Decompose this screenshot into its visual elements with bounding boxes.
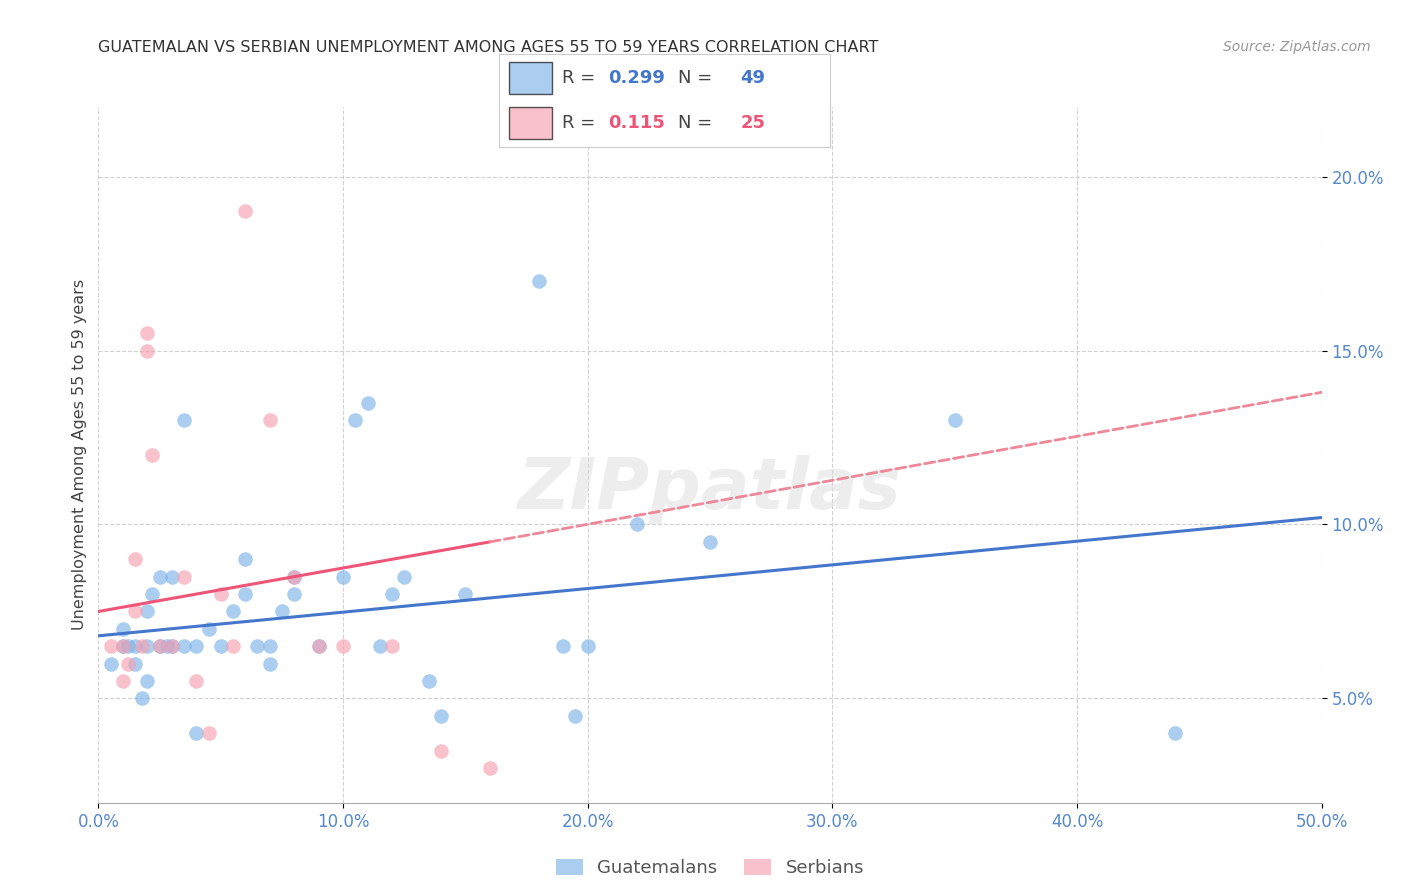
Point xyxy=(131,691,153,706)
Point xyxy=(124,605,146,619)
Point xyxy=(222,639,245,653)
Text: ZIPpatlas: ZIPpatlas xyxy=(519,455,901,524)
Point xyxy=(149,639,172,653)
Point xyxy=(111,622,134,636)
Point xyxy=(173,639,195,653)
Point xyxy=(124,552,146,566)
Point xyxy=(246,639,269,653)
Point xyxy=(308,639,330,653)
Point xyxy=(454,587,477,601)
Point xyxy=(368,639,391,653)
FancyBboxPatch shape xyxy=(509,107,553,139)
Point xyxy=(197,726,219,740)
Point xyxy=(356,395,378,409)
Point xyxy=(111,674,134,689)
Point xyxy=(117,639,139,653)
Point xyxy=(527,274,550,288)
Legend: Guatemalans, Serbians: Guatemalans, Serbians xyxy=(548,852,872,884)
Point xyxy=(197,622,219,636)
Point xyxy=(270,605,294,619)
Point xyxy=(699,534,721,549)
Point xyxy=(160,570,183,584)
Point xyxy=(381,587,404,601)
Point xyxy=(381,639,404,653)
Point xyxy=(576,639,599,653)
Point xyxy=(332,639,354,653)
Point xyxy=(124,657,146,671)
Text: GUATEMALAN VS SERBIAN UNEMPLOYMENT AMONG AGES 55 TO 59 YEARS CORRELATION CHART: GUATEMALAN VS SERBIAN UNEMPLOYMENT AMONG… xyxy=(98,40,879,55)
Point xyxy=(259,657,281,671)
Point xyxy=(141,587,163,601)
Point xyxy=(259,413,281,427)
Point xyxy=(186,674,208,689)
Point xyxy=(283,587,305,601)
Text: 0.115: 0.115 xyxy=(609,114,665,132)
Text: Source: ZipAtlas.com: Source: ZipAtlas.com xyxy=(1223,40,1371,54)
Point xyxy=(186,639,208,653)
Text: 0.299: 0.299 xyxy=(609,69,665,87)
Point xyxy=(209,639,232,653)
Y-axis label: Unemployment Among Ages 55 to 59 years: Unemployment Among Ages 55 to 59 years xyxy=(72,279,87,631)
Point xyxy=(100,639,122,653)
Point xyxy=(149,639,172,653)
Text: R =: R = xyxy=(562,114,606,132)
Text: 49: 49 xyxy=(741,69,765,87)
Point xyxy=(149,570,172,584)
Point xyxy=(626,517,648,532)
Point xyxy=(136,343,159,358)
Point xyxy=(111,639,134,653)
Point xyxy=(233,552,256,566)
Point xyxy=(283,570,305,584)
Point xyxy=(186,726,208,740)
Point xyxy=(233,204,256,219)
Point xyxy=(136,639,159,653)
Text: R =: R = xyxy=(562,69,600,87)
Point xyxy=(553,639,575,653)
FancyBboxPatch shape xyxy=(509,62,553,94)
Point xyxy=(478,761,501,775)
Point xyxy=(430,708,453,723)
Point xyxy=(209,587,232,601)
Text: N =: N = xyxy=(678,114,717,132)
Point xyxy=(156,639,179,653)
Point xyxy=(233,587,256,601)
Point xyxy=(564,708,586,723)
Point xyxy=(136,605,159,619)
Point xyxy=(117,657,139,671)
Point xyxy=(943,413,966,427)
Point xyxy=(136,326,159,340)
Point xyxy=(259,639,281,653)
Point xyxy=(173,413,195,427)
Text: N =: N = xyxy=(678,69,717,87)
Point xyxy=(131,639,153,653)
Point xyxy=(283,570,305,584)
Point xyxy=(124,639,146,653)
Point xyxy=(392,570,416,584)
Point xyxy=(141,448,163,462)
Text: 25: 25 xyxy=(741,114,765,132)
Point xyxy=(222,605,245,619)
Point xyxy=(136,674,159,689)
Point xyxy=(111,639,134,653)
Point xyxy=(100,657,122,671)
Point xyxy=(1164,726,1187,740)
Point xyxy=(308,639,330,653)
Point xyxy=(332,570,354,584)
Point xyxy=(173,570,195,584)
Point xyxy=(160,639,183,653)
Point xyxy=(160,639,183,653)
Point xyxy=(344,413,367,427)
Point xyxy=(430,744,453,758)
Point xyxy=(418,674,440,689)
